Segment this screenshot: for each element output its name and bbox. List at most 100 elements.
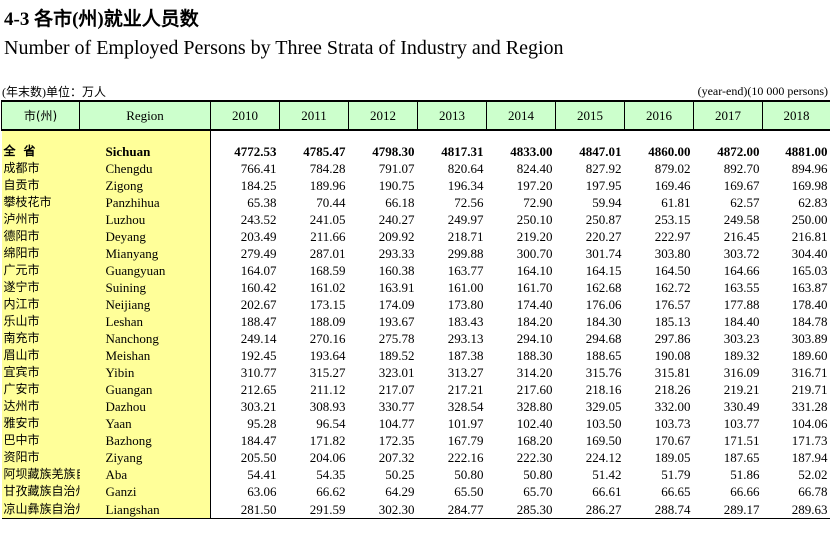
value-cell: 70.44 <box>316 195 346 210</box>
value-cell: 289.63 <box>762 500 830 519</box>
value-cell: 892.70 <box>723 161 760 176</box>
value-cell: 54.35 <box>316 467 346 482</box>
value-cell: 62.57 <box>730 195 760 210</box>
value-cell: 275.78 <box>378 331 415 346</box>
value-cell: 285.30 <box>486 500 556 519</box>
value-cell: 218.26 <box>654 382 691 397</box>
value-cell: 313.27 <box>447 365 484 380</box>
value-cell: 171.73 <box>791 433 828 448</box>
city-name-cn: 全省 <box>1 143 80 160</box>
table-row: 绵阳市 Mianyang 279.49 287.01 293.33 299.88 300.7… <box>1 245 830 262</box>
header-year: 2017 <box>693 100 763 131</box>
value-cell: 217.60 <box>516 382 553 397</box>
region-name-en: Guangyuan <box>79 262 211 279</box>
value-cell: 4798.30 <box>372 144 415 159</box>
value-cell: 316.09 <box>723 365 760 380</box>
value-cell: 211.66 <box>310 229 346 244</box>
value-cell: 219.21 <box>723 382 760 397</box>
value-cell: 330.77 <box>378 399 415 414</box>
value-cell: 291.59 <box>279 500 349 519</box>
value-cell: 222.30 <box>516 450 553 465</box>
value-cell: 162.72 <box>654 280 691 295</box>
value-cell: 54.41 <box>247 467 277 482</box>
city-name-cn: 遂宁市 <box>1 279 80 296</box>
city-name-cn: 内江市 <box>1 296 80 313</box>
value-cell: 66.78 <box>798 484 828 499</box>
region-name-en: Suining <box>79 279 211 296</box>
value-cell: 287.01 <box>309 246 346 261</box>
region-name-en: Yaan <box>79 415 211 432</box>
region-name-en: Aba <box>79 466 211 483</box>
value-cell: 66.62 <box>316 484 346 499</box>
value-cell: 59.94 <box>592 195 622 210</box>
value-cell: 827.92 <box>585 161 622 176</box>
value-cell: 187.65 <box>723 450 760 465</box>
value-cell: 212.65 <box>240 382 277 397</box>
value-cell: 163.55 <box>723 280 760 295</box>
table-body: 全省 Sichuan 4772.53 4785.47 4798.30 4817.31 483… <box>1 130 830 519</box>
value-cell: 95.28 <box>247 416 277 431</box>
value-cell: 303.72 <box>723 246 760 261</box>
value-cell: 174.40 <box>516 297 553 312</box>
value-cell: 72.56 <box>454 195 484 210</box>
city-name-cn: 阿坝藏族羌族自治州 <box>1 466 80 483</box>
value-cell: 286.27 <box>555 500 625 519</box>
value-cell: 310.77 <box>240 365 277 380</box>
city-name-cn: 广元市 <box>1 262 80 279</box>
value-cell: 303.89 <box>791 331 828 346</box>
table-row: 攀枝花市 Panzhihua 65.38 70.44 66.18 72.56 72.90 59… <box>1 194 830 211</box>
value-cell: 161.00 <box>447 280 484 295</box>
value-cell: 332.00 <box>654 399 691 414</box>
value-cell: 4847.01 <box>579 144 622 159</box>
value-cell: 188.09 <box>309 314 346 329</box>
value-cell: 161.02 <box>309 280 346 295</box>
value-cell: 294.68 <box>585 331 622 346</box>
value-cell: 219.71 <box>791 382 828 397</box>
region-name-en: Liangshan <box>79 500 211 519</box>
value-cell: 204.06 <box>309 450 346 465</box>
value-cell: 184.30 <box>585 314 622 329</box>
region-name-en: Zigong <box>79 177 211 194</box>
value-cell: 51.86 <box>730 467 760 482</box>
header-year: 2016 <box>624 100 694 131</box>
value-cell: 61.81 <box>661 195 691 210</box>
value-cell: 197.95 <box>585 178 622 193</box>
value-cell: 299.88 <box>447 246 484 261</box>
value-cell: 163.91 <box>378 280 415 295</box>
value-cell: 169.50 <box>585 433 622 448</box>
city-name-cn: 自贡市 <box>1 177 80 194</box>
value-cell: 879.02 <box>654 161 691 176</box>
region-name-en: Nanchong <box>79 330 211 347</box>
value-cell: 184.47 <box>240 433 277 448</box>
header-year: 2012 <box>348 100 418 131</box>
value-cell: 293.13 <box>447 331 484 346</box>
value-cell: 188.30 <box>516 348 553 363</box>
header-year: 2013 <box>417 100 487 131</box>
value-cell: 103.77 <box>723 416 760 431</box>
value-cell: 302.30 <box>348 500 418 519</box>
region-name-en: Bazhong <box>79 432 211 449</box>
city-name-cn: 广安市 <box>1 381 80 398</box>
value-cell: 820.64 <box>447 161 484 176</box>
value-cell: 188.47 <box>240 314 277 329</box>
value-cell: 300.70 <box>516 246 553 261</box>
value-cell: 4785.47 <box>303 144 346 159</box>
value-cell: 222.97 <box>654 229 691 244</box>
value-cell: 249.14 <box>240 331 277 346</box>
value-cell: 164.07 <box>240 263 277 278</box>
value-cell: 202.67 <box>240 297 277 312</box>
value-cell: 243.52 <box>240 212 277 227</box>
value-cell: 218.16 <box>585 382 622 397</box>
value-cell: 104.77 <box>378 416 415 431</box>
value-cell: 192.45 <box>240 348 277 363</box>
value-cell: 328.80 <box>516 399 553 414</box>
value-cell: 62.83 <box>798 195 828 210</box>
city-name-cn: 绵阳市 <box>1 245 80 262</box>
table-row: 眉山市 Meishan 192.45 193.64 189.52 187.38 188.30… <box>1 347 830 364</box>
value-cell: 189.96 <box>309 178 346 193</box>
value-cell: 304.40 <box>791 246 828 261</box>
value-cell: 163.87 <box>791 280 828 295</box>
value-cell: 249.97 <box>447 212 484 227</box>
unit-label-chinese: (年末数)单位：万人 <box>2 85 106 99</box>
value-cell: 161.70 <box>516 280 553 295</box>
